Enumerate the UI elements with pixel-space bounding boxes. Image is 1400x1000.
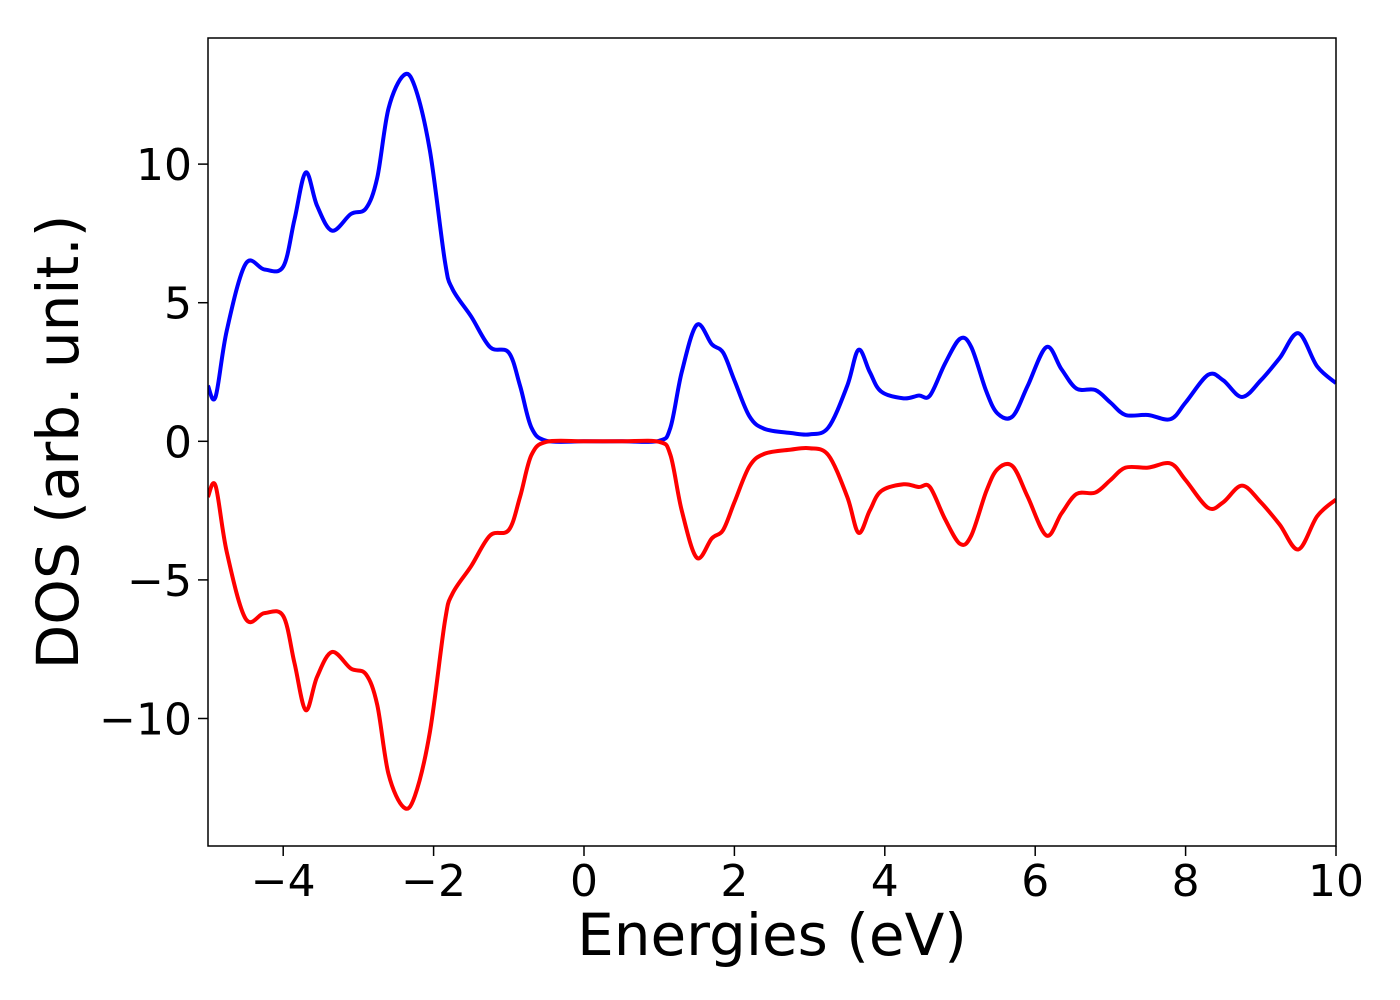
y-tick-label: −5 [127, 556, 192, 607]
x-tick-label: 10 [1308, 856, 1364, 907]
x-tick-label: 4 [871, 856, 899, 907]
y-axis-label: DOS (arb. unit.) [24, 215, 92, 670]
dos-line [208, 71, 1336, 444]
x-tick-label: 2 [720, 856, 748, 907]
x-tick-label: 6 [1021, 856, 1049, 907]
x-tick-label: −2 [401, 856, 466, 907]
y-tick-label: −10 [99, 694, 192, 745]
x-axis-label: Energies (eV) [577, 901, 967, 969]
y-tick-label: 10 [136, 140, 192, 191]
x-tick-label: 0 [570, 856, 598, 907]
y-tick-label: 5 [164, 279, 192, 330]
x-tick-label: −4 [251, 856, 316, 907]
dos-line [208, 438, 1336, 811]
plot-frame [207, 37, 1337, 847]
x-tick-label: 8 [1172, 856, 1200, 907]
y-tick-label: 0 [164, 417, 192, 468]
